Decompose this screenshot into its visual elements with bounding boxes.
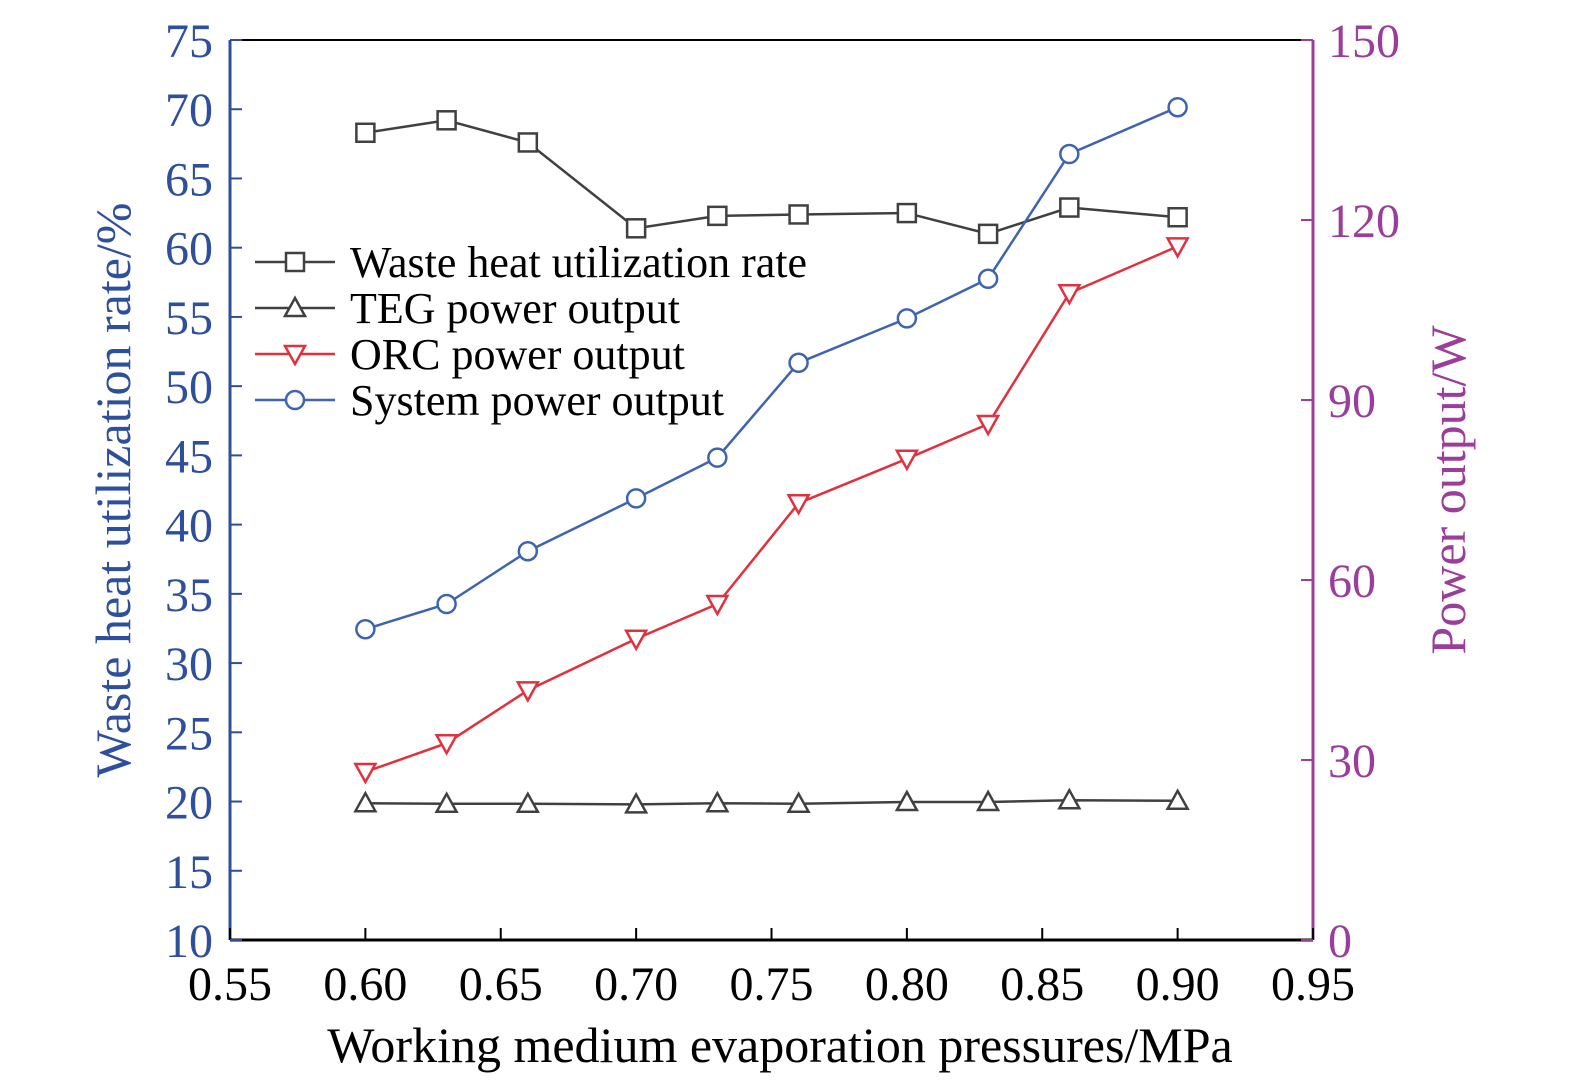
right-axis-title: Power output/W <box>1420 325 1476 655</box>
x-tick-label: 0.75 <box>730 958 814 1011</box>
data-point <box>436 593 457 615</box>
x-axis-title: Working medium evaporation pressures/MPa <box>327 1017 1233 1073</box>
y-left-tick-label: 30 <box>165 638 213 691</box>
data-point <box>355 618 376 640</box>
data-point <box>707 447 728 468</box>
y-right-tick-label: 0 <box>1328 915 1352 968</box>
data-point <box>436 110 457 131</box>
data-point <box>353 790 378 813</box>
y-left-tick-label: 35 <box>165 569 213 622</box>
data-point <box>786 791 811 814</box>
data-point <box>705 790 730 813</box>
series-0 <box>355 110 1188 245</box>
data-point <box>707 205 728 227</box>
data-point <box>1165 237 1190 259</box>
series-3 <box>355 96 1188 640</box>
y-left-tick-label: 75 <box>165 15 213 68</box>
y-left-tick-label: 25 <box>165 707 213 760</box>
legend-marker <box>284 251 306 273</box>
data-point <box>1167 206 1188 228</box>
data-point <box>977 223 999 245</box>
data-point <box>788 352 809 374</box>
data-point <box>434 733 459 756</box>
legend-marker <box>282 295 308 318</box>
data-point <box>975 414 1001 437</box>
data-point <box>705 594 730 617</box>
legend-marker <box>284 389 306 411</box>
data-point <box>1057 283 1082 306</box>
legend-label: ORC power output <box>350 330 685 379</box>
data-point <box>894 449 919 472</box>
y-left-tick-label: 60 <box>165 223 213 276</box>
data-point <box>515 791 540 814</box>
legend-marker <box>282 344 308 367</box>
series-line <box>365 119 1178 236</box>
legend-label: System power output <box>350 376 724 425</box>
y-left-tick-label: 65 <box>165 153 213 206</box>
y-left-tick-label: 40 <box>165 500 213 553</box>
data-point <box>975 789 1001 812</box>
series-line <box>364 245 1179 774</box>
x-tick-label: 0.60 <box>323 958 407 1011</box>
y-right-tick-label: 90 <box>1328 375 1376 428</box>
data-point <box>625 488 647 509</box>
y-left-tick-label: 55 <box>165 292 213 345</box>
series-1 <box>353 787 1190 814</box>
y-right-tick-label: 120 <box>1328 195 1400 248</box>
data-point <box>1059 197 1080 218</box>
ticks-layer: 0.55 0.60 0.65 0.70 0.75 0.80 0.85 0.90 0.95 10 15… <box>165 15 1400 1011</box>
series-2 <box>353 237 1190 785</box>
data-point <box>624 629 649 652</box>
y-right-tick-label: 30 <box>1328 735 1376 788</box>
data-point <box>355 122 376 144</box>
series-line <box>365 106 1179 631</box>
data-point <box>434 791 459 814</box>
plot-series-layer <box>353 96 1190 814</box>
y-left-tick-label: 20 <box>165 777 213 830</box>
x-tick-label: 0.55 <box>188 958 272 1011</box>
data-point <box>786 493 811 516</box>
data-point <box>517 540 539 562</box>
y-right-tick-label: 150 <box>1328 15 1400 68</box>
data-point <box>788 204 809 225</box>
x-tick-label: 0.80 <box>865 958 949 1011</box>
data-point <box>894 789 919 812</box>
data-point <box>625 218 647 239</box>
x-tick-label: 0.70 <box>594 958 678 1011</box>
data-point <box>1057 787 1082 810</box>
data-point <box>624 791 649 814</box>
y-left-tick-label: 15 <box>165 846 213 899</box>
series-line <box>365 798 1178 806</box>
left-axis-title: Waste heat utilization rate/% <box>85 203 141 778</box>
legend-label: Waste heat utilization rate <box>350 238 807 287</box>
data-point <box>517 132 539 153</box>
y-left-tick-label: 50 <box>165 361 213 414</box>
y-left-tick-label: 70 <box>165 84 213 137</box>
axes-layer <box>228 39 1315 942</box>
data-point <box>1059 143 1080 165</box>
data-point <box>1165 788 1190 811</box>
y-right-tick-label: 60 <box>1328 555 1376 608</box>
x-tick-label: 0.90 <box>1136 958 1220 1011</box>
y-left-tick-label: 45 <box>165 430 213 483</box>
data-point <box>896 308 918 329</box>
data-point <box>515 681 540 703</box>
data-point <box>977 268 999 290</box>
data-point <box>353 762 378 785</box>
data-point <box>1167 96 1188 118</box>
x-tick-label: 0.95 <box>1271 958 1355 1011</box>
x-tick-label: 0.85 <box>1000 958 1084 1011</box>
y-left-tick-label: 10 <box>165 915 213 968</box>
x-tick-label: 0.65 <box>459 958 543 1011</box>
data-point <box>896 202 918 224</box>
legend-label: TEG power output <box>350 284 680 333</box>
